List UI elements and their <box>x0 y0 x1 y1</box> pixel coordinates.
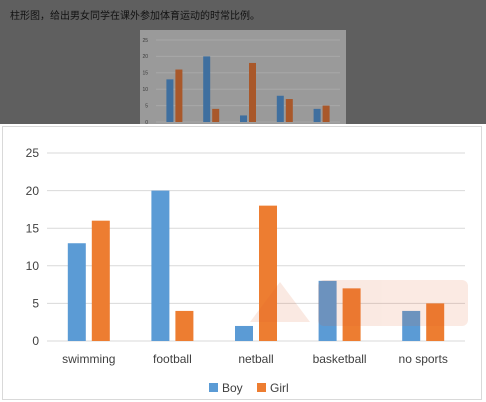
x-tick-label: football <box>153 352 192 366</box>
y-tick-label: 10 <box>26 259 40 273</box>
bar-series0-no-sports <box>313 108 321 122</box>
y-tick-label: 5 <box>32 297 39 311</box>
y-tick-label: 25 <box>142 38 148 44</box>
screenshot-upper-region: 柱形图，给出男女同学在课外参加体育运动的时常比例。 0 5 10 15 20 25 <box>0 0 486 124</box>
bar-series1-swimming <box>175 69 183 122</box>
y-tick-label: 15 <box>142 71 148 77</box>
x-tick-label: no sports <box>399 352 448 366</box>
bar-girl-football <box>175 310 194 341</box>
bar-series1-football <box>212 108 220 122</box>
bar-girl-netball <box>259 205 277 341</box>
bar-girl-basketball <box>342 288 361 341</box>
x-tick-label: netball <box>238 352 273 366</box>
legend-label-girl: Girl <box>270 381 289 395</box>
y-tick-label: 10 <box>142 87 148 93</box>
y-tick-label: 15 <box>26 221 40 235</box>
legend-swatch-girl <box>257 383 266 392</box>
thumbnail-background <box>140 30 346 124</box>
bar-series0-football <box>203 56 211 122</box>
thumbnail-chart: 0 5 10 15 20 25 <box>140 30 346 124</box>
bar-series1-basketball <box>285 99 293 122</box>
bar-boy-basketball <box>318 280 337 341</box>
thumbnail-chart-svg: 0 5 10 15 20 25 <box>140 30 346 124</box>
y-tick-label: 0 <box>32 334 39 348</box>
bar-series1-netball <box>249 62 256 122</box>
question-caption: 柱形图，给出男女同学在课外参加体育运动的时常比例。 <box>10 11 260 22</box>
bar-series0-swimming <box>166 79 174 122</box>
bar-boy-no-sports <box>402 310 421 341</box>
main-chart-frame: 0 5 10 15 20 25 swimming football netball basketb… <box>2 126 482 400</box>
y-tick-label: 25 <box>26 146 40 160</box>
bar-series1-no-sports <box>322 105 330 122</box>
bar-boy-swimming <box>67 243 86 341</box>
y-tick-label: 20 <box>142 54 148 60</box>
y-tick-label: 0 <box>145 120 148 124</box>
bar-girl-no-sports <box>426 303 445 341</box>
x-tick-label: swimming <box>62 352 115 366</box>
bar-series0-basketball <box>276 95 284 122</box>
legend-label-boy: Boy <box>222 381 243 395</box>
legend-swatch-boy <box>209 383 218 392</box>
bar-series0-netball <box>240 115 247 122</box>
bar-boy-football <box>151 190 170 341</box>
bar-boy-netball <box>235 325 253 341</box>
bar-girl-swimming <box>91 220 110 341</box>
y-tick-label: 20 <box>26 184 40 198</box>
y-tick-label: 5 <box>145 103 148 109</box>
x-tick-label: basketball <box>313 352 367 366</box>
main-bar-chart: 0 5 10 15 20 25 swimming football netball basketb… <box>26 146 465 395</box>
